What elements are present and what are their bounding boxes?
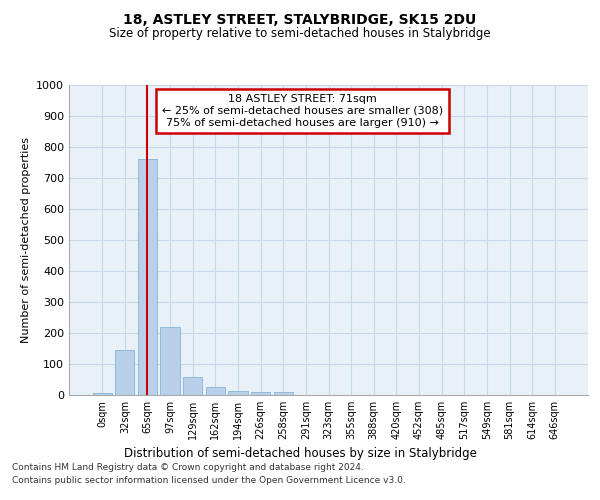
Bar [274, 392, 293, 395]
Text: Contains public sector information licensed under the Open Government Licence v3: Contains public sector information licen… [12, 476, 406, 485]
Text: Size of property relative to semi-detached houses in Stalybridge: Size of property relative to semi-detach… [109, 28, 491, 40]
Bar [115, 350, 134, 395]
Bar [183, 378, 202, 395]
Y-axis label: Number of semi-detached properties: Number of semi-detached properties [20, 137, 31, 343]
Text: Contains HM Land Registry data © Crown copyright and database right 2024.: Contains HM Land Registry data © Crown c… [12, 464, 364, 472]
Bar [251, 392, 270, 395]
Bar [206, 387, 225, 395]
Bar [160, 327, 180, 395]
Bar [229, 391, 248, 395]
Text: 18 ASTLEY STREET: 71sqm  
← 25% of semi-detached houses are smaller (308)
75% of: 18 ASTLEY STREET: 71sqm ← 25% of semi-de… [162, 94, 443, 128]
Text: Distribution of semi-detached houses by size in Stalybridge: Distribution of semi-detached houses by … [124, 448, 476, 460]
Bar [138, 159, 157, 395]
Bar [92, 392, 112, 395]
Text: 18, ASTLEY STREET, STALYBRIDGE, SK15 2DU: 18, ASTLEY STREET, STALYBRIDGE, SK15 2DU [124, 12, 476, 26]
